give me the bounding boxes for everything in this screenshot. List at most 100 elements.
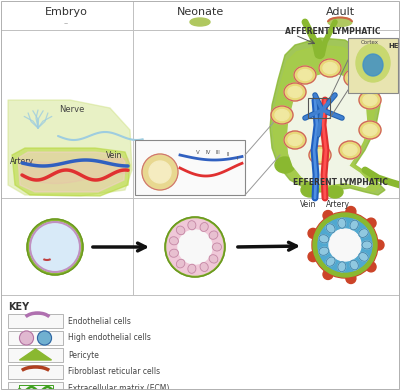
- Circle shape: [27, 219, 83, 275]
- Circle shape: [167, 219, 223, 275]
- Polygon shape: [12, 148, 130, 196]
- Ellipse shape: [190, 18, 210, 26]
- Bar: [8, 365, 63, 379]
- Text: II: II: [226, 152, 230, 158]
- Bar: [348, 38, 398, 93]
- Circle shape: [308, 252, 318, 262]
- Circle shape: [346, 207, 356, 216]
- Circle shape: [318, 218, 372, 272]
- Ellipse shape: [313, 149, 327, 161]
- Ellipse shape: [363, 54, 383, 76]
- Ellipse shape: [319, 235, 329, 243]
- Text: Nerve: Nerve: [59, 105, 85, 114]
- Ellipse shape: [348, 73, 362, 83]
- Ellipse shape: [271, 106, 293, 124]
- Ellipse shape: [188, 221, 196, 230]
- Ellipse shape: [188, 264, 196, 273]
- Text: KEY: KEY: [8, 302, 29, 312]
- Text: I: I: [236, 156, 238, 161]
- Bar: [18, 385, 52, 390]
- Ellipse shape: [284, 131, 306, 149]
- Ellipse shape: [212, 243, 222, 251]
- Ellipse shape: [363, 94, 377, 106]
- Circle shape: [346, 273, 356, 284]
- Ellipse shape: [209, 231, 218, 239]
- Text: III: III: [216, 151, 220, 156]
- Text: Endothelial cells: Endothelial cells: [68, 317, 131, 326]
- Polygon shape: [20, 349, 52, 360]
- Text: High endothelial cells: High endothelial cells: [68, 333, 151, 342]
- Text: Vein: Vein: [300, 200, 316, 209]
- Text: AFFERENT LYMPHATIC: AFFERENT LYMPHATIC: [285, 28, 380, 37]
- Circle shape: [312, 212, 378, 278]
- Ellipse shape: [284, 83, 306, 101]
- Ellipse shape: [326, 257, 335, 266]
- Ellipse shape: [359, 229, 368, 238]
- Text: IV: IV: [205, 149, 211, 154]
- Text: Embryo: Embryo: [44, 7, 88, 17]
- Ellipse shape: [328, 18, 352, 27]
- Ellipse shape: [275, 110, 289, 121]
- Ellipse shape: [350, 220, 358, 230]
- Ellipse shape: [343, 145, 357, 156]
- Text: Extracellular matrix (ECM): Extracellular matrix (ECM): [68, 385, 169, 390]
- Ellipse shape: [170, 249, 178, 257]
- Circle shape: [20, 331, 34, 345]
- Ellipse shape: [176, 226, 185, 235]
- Circle shape: [38, 331, 52, 345]
- Bar: [308, 98, 330, 118]
- Ellipse shape: [350, 260, 358, 270]
- Ellipse shape: [338, 262, 346, 272]
- Text: Neonate: Neonate: [176, 7, 224, 17]
- Circle shape: [31, 223, 79, 271]
- Ellipse shape: [356, 44, 390, 82]
- Text: Artery: Artery: [10, 158, 34, 167]
- Text: Adult: Adult: [326, 7, 354, 17]
- Polygon shape: [287, 74, 370, 188]
- Ellipse shape: [323, 62, 337, 73]
- Circle shape: [165, 217, 225, 277]
- Ellipse shape: [176, 259, 185, 268]
- Text: –: –: [64, 19, 68, 28]
- Ellipse shape: [319, 247, 329, 255]
- Ellipse shape: [359, 91, 381, 109]
- Circle shape: [366, 218, 376, 228]
- Ellipse shape: [309, 146, 331, 164]
- Text: Vein: Vein: [106, 151, 122, 160]
- Ellipse shape: [362, 241, 372, 249]
- Text: HEV: HEV: [388, 43, 400, 49]
- Text: Cortex: Cortex: [361, 41, 379, 46]
- Ellipse shape: [344, 69, 366, 87]
- Ellipse shape: [288, 135, 302, 145]
- Ellipse shape: [359, 121, 381, 139]
- Ellipse shape: [209, 255, 218, 263]
- Circle shape: [308, 229, 318, 238]
- Circle shape: [149, 161, 171, 183]
- Circle shape: [178, 230, 212, 264]
- Ellipse shape: [170, 237, 178, 245]
- Ellipse shape: [288, 87, 302, 98]
- Bar: [8, 314, 63, 328]
- Ellipse shape: [327, 186, 343, 198]
- Ellipse shape: [363, 124, 377, 135]
- Circle shape: [313, 213, 377, 277]
- Ellipse shape: [359, 253, 368, 261]
- Ellipse shape: [319, 59, 341, 77]
- Text: EFFERENT LYMPHATIC: EFFERENT LYMPHATIC: [293, 178, 388, 187]
- Circle shape: [142, 154, 178, 190]
- Ellipse shape: [338, 218, 346, 228]
- Text: V: V: [196, 149, 200, 154]
- Text: Pericyte: Pericyte: [68, 351, 99, 360]
- Ellipse shape: [275, 157, 295, 173]
- Circle shape: [323, 269, 333, 280]
- Circle shape: [329, 229, 361, 261]
- Ellipse shape: [326, 224, 335, 233]
- Circle shape: [374, 240, 384, 250]
- Bar: [8, 331, 63, 345]
- Ellipse shape: [294, 66, 316, 84]
- Ellipse shape: [200, 262, 208, 271]
- Text: Artery: Artery: [326, 200, 350, 209]
- Circle shape: [366, 262, 376, 272]
- Text: Fibroblast reticular cells: Fibroblast reticular cells: [68, 367, 160, 376]
- Polygon shape: [273, 45, 380, 191]
